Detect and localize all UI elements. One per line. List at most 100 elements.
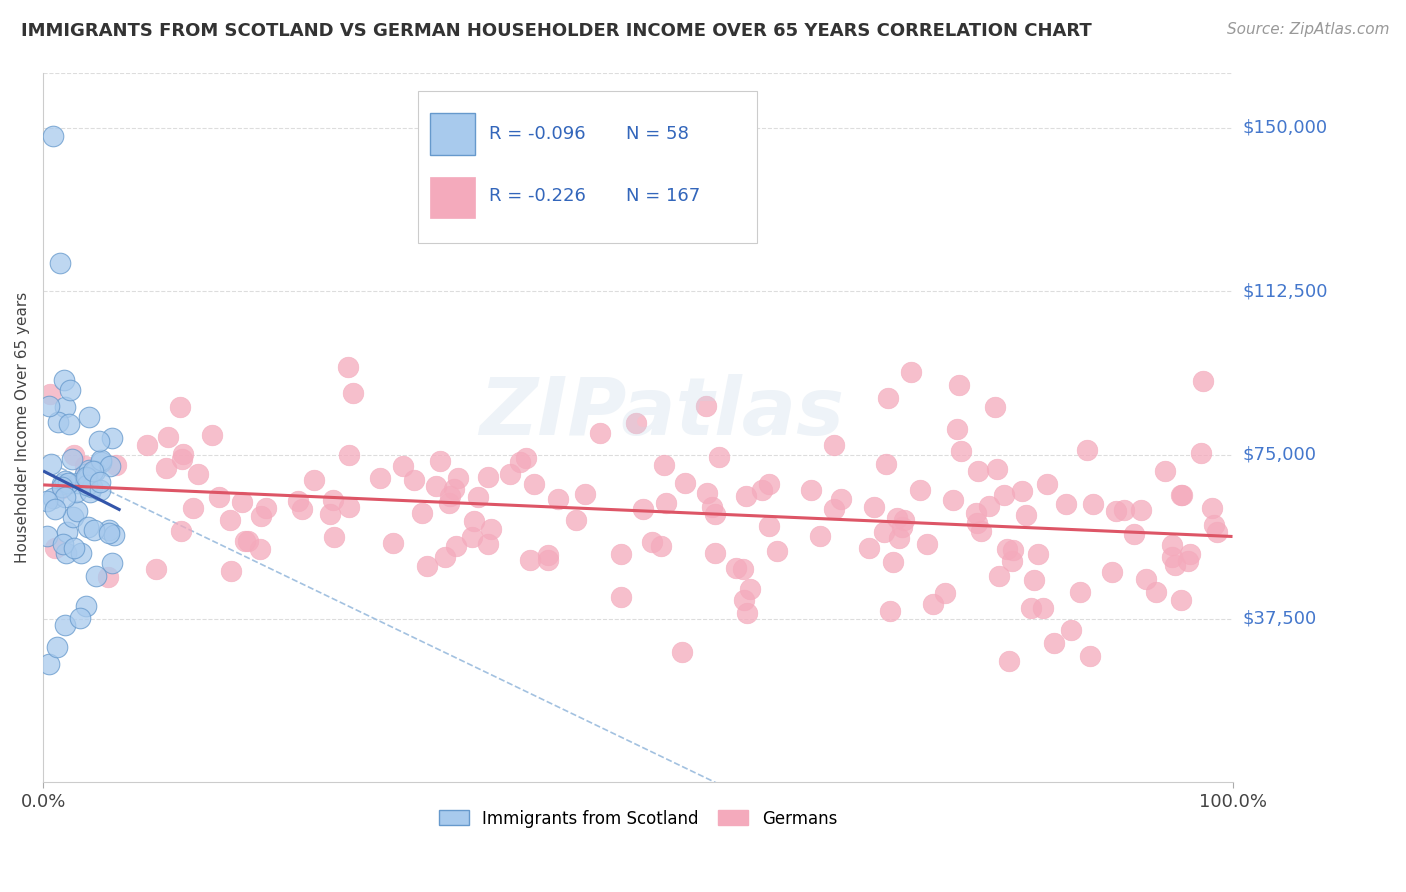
Point <box>439 496 461 510</box>
Point <box>950 444 973 458</box>
Point <box>368 471 391 485</box>
Point <box>233 534 256 549</box>
Point <box>75 475 97 490</box>
Point <box>675 475 697 490</box>
Point <box>995 542 1018 557</box>
Point <box>82 464 104 478</box>
Point <box>1130 503 1153 517</box>
Point <box>425 479 447 493</box>
Point <box>304 473 326 487</box>
Point <box>751 483 773 497</box>
Legend: Immigrants from Scotland, Germans: Immigrants from Scotland, Germans <box>432 803 844 834</box>
Point <box>402 473 425 487</box>
Point <box>443 483 465 497</box>
Point <box>56 525 79 540</box>
Point <box>337 448 360 462</box>
Point <box>477 537 499 551</box>
Point <box>51 480 73 494</box>
Point <box>287 493 309 508</box>
Text: N = 167: N = 167 <box>626 186 700 204</box>
Point <box>1001 554 1024 568</box>
Point <box>319 507 342 521</box>
Point <box>1081 497 1104 511</box>
Point <box>44 541 66 555</box>
Point <box>565 513 588 527</box>
Point <box>51 481 73 495</box>
Point <box>60 451 83 466</box>
Point <box>249 542 271 557</box>
Point <box>965 506 987 520</box>
Point <box>1189 446 1212 460</box>
Point <box>1054 497 1077 511</box>
Text: ZIPatlas: ZIPatlas <box>479 375 844 452</box>
Point <box>523 477 546 491</box>
Point <box>55 545 77 559</box>
Point <box>342 386 364 401</box>
FancyBboxPatch shape <box>418 91 756 244</box>
Point <box>87 434 110 448</box>
Point <box>610 547 633 561</box>
Point <box>337 500 360 514</box>
Point <box>429 453 451 467</box>
Point <box>97 523 120 537</box>
Point <box>1060 623 1083 637</box>
Point <box>38 387 60 401</box>
Point <box>219 512 242 526</box>
FancyBboxPatch shape <box>430 178 475 219</box>
Point <box>1191 374 1213 388</box>
Point <box>966 465 988 479</box>
Point <box>52 537 75 551</box>
Point <box>89 483 111 497</box>
Point <box>830 491 852 506</box>
Point <box>66 504 89 518</box>
Point <box>1043 635 1066 649</box>
FancyBboxPatch shape <box>430 113 475 154</box>
Point <box>986 462 1008 476</box>
Point <box>337 360 360 375</box>
Point <box>49 256 72 270</box>
Point <box>53 373 76 387</box>
Point <box>323 530 346 544</box>
Point <box>90 452 112 467</box>
Point <box>735 606 758 620</box>
Point <box>624 417 647 431</box>
Point <box>641 535 664 549</box>
Point <box>1160 538 1182 552</box>
Point <box>1015 508 1038 523</box>
Point <box>201 428 224 442</box>
Point <box>77 409 100 424</box>
Point <box>65 484 87 499</box>
Point <box>169 400 191 414</box>
Point <box>63 541 86 555</box>
Text: R = -0.226: R = -0.226 <box>489 186 586 204</box>
Point <box>650 540 672 554</box>
Point <box>53 474 76 488</box>
Point <box>170 524 193 538</box>
Point <box>46 640 69 654</box>
Point <box>1161 550 1184 565</box>
Point <box>1123 527 1146 541</box>
Point <box>610 591 633 605</box>
Point <box>254 501 277 516</box>
Point <box>800 483 823 497</box>
Point <box>100 459 122 474</box>
Point <box>51 477 73 491</box>
Point <box>391 458 413 473</box>
Point <box>322 493 344 508</box>
Point <box>155 461 177 475</box>
Point <box>44 501 66 516</box>
Point <box>886 511 908 525</box>
Point <box>76 477 98 491</box>
Point <box>536 548 558 562</box>
Point <box>41 129 63 144</box>
Point <box>48 415 70 429</box>
Point <box>411 506 433 520</box>
Point <box>62 510 84 524</box>
Point <box>703 507 725 521</box>
Point <box>76 519 98 533</box>
Point <box>695 400 717 414</box>
Point <box>38 399 60 413</box>
Point <box>537 552 560 566</box>
Point <box>970 524 993 538</box>
Text: $150,000: $150,000 <box>1243 119 1327 136</box>
